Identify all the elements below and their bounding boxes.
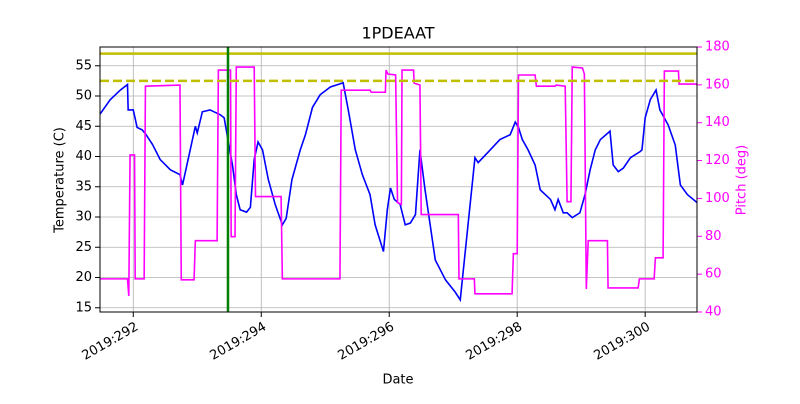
y-tick-label: 15 <box>75 300 92 315</box>
y2-tick-label: 80 <box>705 229 722 244</box>
y2-tick-label: 60 <box>705 267 722 282</box>
x-tick-label: 2019:300 <box>591 320 652 364</box>
y2-tick-label: 120 <box>705 153 730 168</box>
y2-tick-label: 180 <box>705 40 730 55</box>
y-tick-label: 45 <box>75 119 92 134</box>
y-tick-label: 35 <box>75 179 92 194</box>
y-axis-label: Temperature (C) <box>53 127 68 234</box>
x-tick-label: 2019:294 <box>208 320 269 364</box>
y-tick-label: 30 <box>75 210 92 225</box>
plot-frame <box>99 46 698 313</box>
y-tick-label: 55 <box>75 58 92 73</box>
y-tick-label: 50 <box>75 89 92 104</box>
y2-tick-label: 100 <box>705 191 730 206</box>
y-tick-label: 25 <box>75 240 92 255</box>
y2-tick-label: 160 <box>705 77 730 92</box>
y2-axis-label: Pitch (deg) <box>735 145 750 215</box>
plot-area <box>100 47 697 312</box>
y-tick-label: 20 <box>75 270 92 285</box>
x-tick-label: 2019:292 <box>80 320 141 364</box>
y2-tick-label: 140 <box>705 115 730 130</box>
chart-title: 1PDEAAT <box>361 24 434 43</box>
y-tick-label: 40 <box>75 149 92 164</box>
series-line <box>100 66 697 296</box>
y2-tick-label: 40 <box>705 305 722 320</box>
x-axis-label: Date <box>382 373 413 388</box>
x-tick-label: 2019:298 <box>464 320 525 364</box>
series-line <box>100 81 697 303</box>
x-tick-label: 2019:296 <box>336 320 397 364</box>
